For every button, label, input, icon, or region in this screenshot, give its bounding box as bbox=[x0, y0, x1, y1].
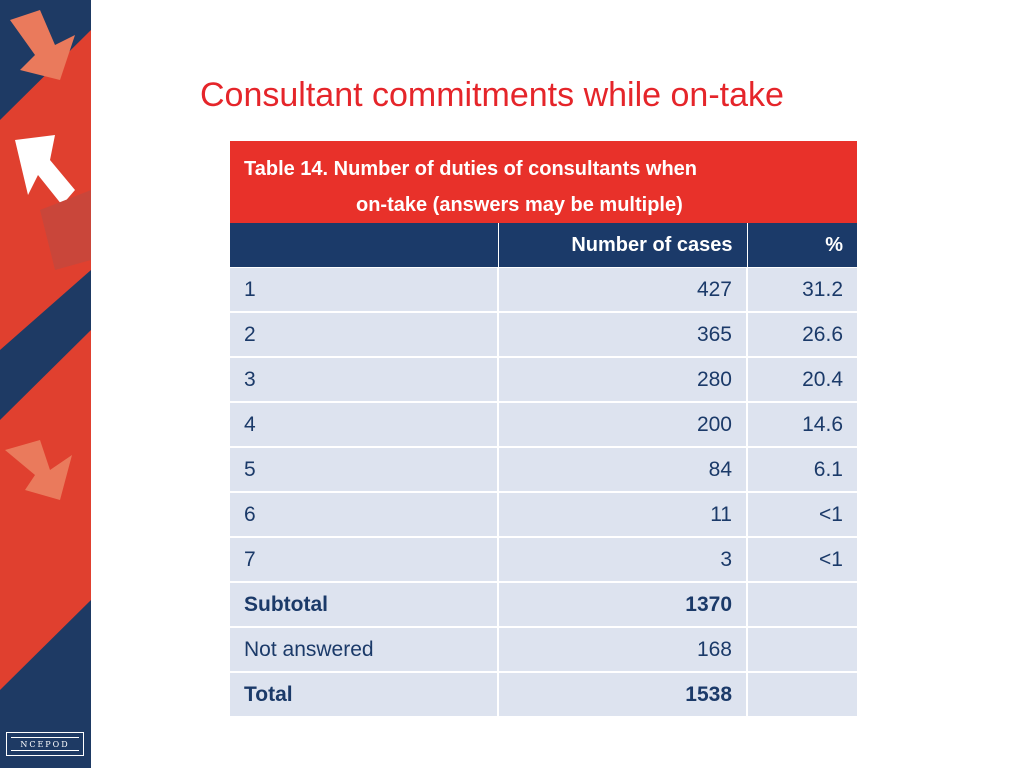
row-percent: 26.6 bbox=[746, 312, 857, 358]
row-label: 6 bbox=[230, 492, 499, 538]
row-percent: 6.1 bbox=[746, 447, 857, 493]
duties-table-container: Table 14. Number of duties of consultant… bbox=[230, 141, 857, 718]
table-row: 1 427 31.2 bbox=[230, 267, 857, 313]
decorative-sidebar: NCEPOD bbox=[0, 0, 91, 768]
caption-line-2: on-take (answers may be multiple) bbox=[356, 194, 683, 216]
row-cases: 1538 bbox=[497, 672, 748, 718]
page-title: Consultant commitments while on-take bbox=[200, 76, 784, 114]
row-label: Subtotal bbox=[230, 582, 499, 628]
row-label: 7 bbox=[230, 537, 499, 583]
row-percent: 14.6 bbox=[746, 402, 857, 448]
arrow-pattern-graphic bbox=[0, 0, 91, 690]
ncepod-logo: NCEPOD bbox=[6, 732, 84, 756]
row-label: 5 bbox=[230, 447, 499, 493]
row-cases: 168 bbox=[497, 627, 748, 673]
row-percent: 31.2 bbox=[746, 267, 857, 313]
row-percent bbox=[746, 627, 857, 673]
table-row: 2 365 26.6 bbox=[230, 312, 857, 358]
row-label: 4 bbox=[230, 402, 499, 448]
table-header-row: Number of cases % bbox=[230, 223, 857, 268]
row-percent bbox=[746, 672, 857, 718]
table-row: 6 11 <1 bbox=[230, 492, 857, 538]
header-label bbox=[230, 223, 498, 268]
row-cases: 200 bbox=[497, 402, 748, 448]
row-percent bbox=[746, 582, 857, 628]
not-answered-row: Not answered 168 bbox=[230, 627, 857, 673]
row-cases: 427 bbox=[497, 267, 748, 313]
row-cases: 84 bbox=[497, 447, 748, 493]
row-percent: <1 bbox=[746, 492, 857, 538]
table-row: 7 3 <1 bbox=[230, 537, 857, 583]
row-cases: 11 bbox=[497, 492, 748, 538]
row-cases: 3 bbox=[497, 537, 748, 583]
row-cases: 365 bbox=[497, 312, 748, 358]
row-label: 3 bbox=[230, 357, 499, 403]
header-percent: % bbox=[746, 223, 857, 268]
row-percent: 20.4 bbox=[746, 357, 857, 403]
table-row: 5 84 6.1 bbox=[230, 447, 857, 493]
row-label: 1 bbox=[230, 267, 499, 313]
table-row: 4 200 14.6 bbox=[230, 402, 857, 448]
row-cases: 1370 bbox=[497, 582, 748, 628]
row-label: Total bbox=[230, 672, 499, 718]
duties-table: Number of cases % 1 427 31.2 2 365 26.6 … bbox=[230, 223, 857, 718]
subtotal-row: Subtotal 1370 bbox=[230, 582, 857, 628]
row-label: 2 bbox=[230, 312, 499, 358]
row-percent: <1 bbox=[746, 537, 857, 583]
table-caption: Table 14. Number of duties of consultant… bbox=[230, 141, 857, 223]
caption-line-1: Table 14. Number of duties of consultant… bbox=[244, 158, 698, 180]
total-row: Total 1538 bbox=[230, 672, 857, 718]
row-cases: 280 bbox=[497, 357, 748, 403]
row-label: Not answered bbox=[230, 627, 499, 673]
header-cases: Number of cases bbox=[497, 223, 747, 268]
table-row: 3 280 20.4 bbox=[230, 357, 857, 403]
